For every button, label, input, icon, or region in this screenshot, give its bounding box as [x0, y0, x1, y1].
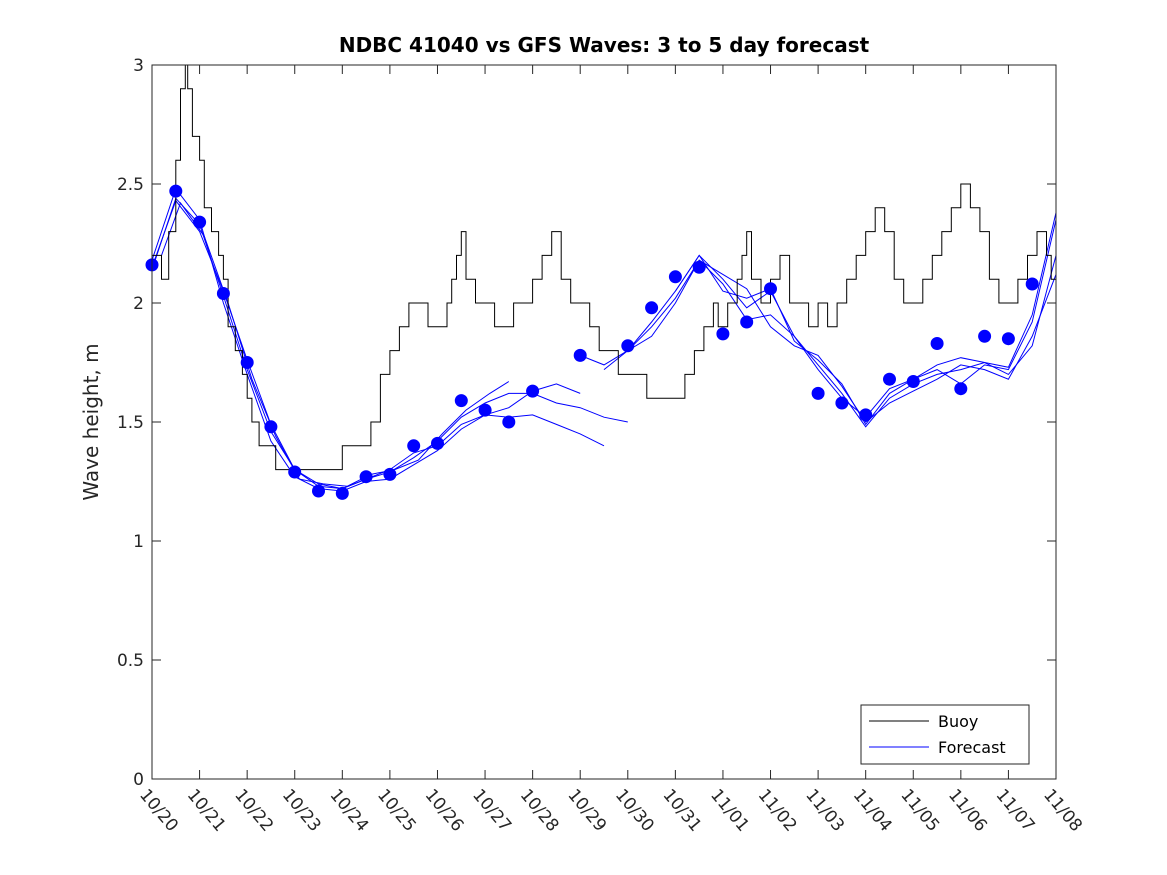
- forecast-line-4: [161, 201, 510, 487]
- forecast-marker: [312, 484, 325, 498]
- forecast-marker: [621, 339, 635, 353]
- forecast-line-6: [603, 255, 1057, 428]
- forecast-line-3: [151, 199, 605, 490]
- forecast-marker: [668, 270, 682, 284]
- forecast-marker: [240, 356, 254, 369]
- forecast-marker: [1001, 332, 1015, 346]
- forecast-marker: [930, 337, 944, 350]
- forecast-marker: [835, 396, 849, 410]
- forecast-marker: [216, 287, 230, 300]
- forecast-marker: [645, 301, 659, 315]
- legend: Buoy Forecast: [860, 704, 1030, 765]
- forecast-marker: [859, 408, 873, 422]
- forecast-marker: [288, 465, 302, 479]
- y-tick-label: 0: [133, 770, 144, 790]
- forecast-marker: [502, 415, 516, 429]
- forecast-marker: [454, 394, 468, 408]
- legend-box: [860, 704, 1030, 765]
- y-tick-label: 3: [133, 56, 144, 76]
- forecast-marker: [1025, 277, 1039, 291]
- plot-area: [152, 65, 1056, 779]
- y-tick-label: 2: [133, 294, 144, 314]
- y-tick-label: 0.5: [117, 651, 144, 671]
- y-tick-label: 1: [133, 532, 144, 552]
- chart-title: NDBC 41040 vs GFS Waves: 3 to 5 day fore…: [339, 33, 870, 57]
- forecast-marker: [478, 403, 492, 417]
- forecast-marker: [169, 184, 183, 198]
- y-axis-label: Wave height, m: [79, 343, 103, 500]
- forecast-marker: [716, 327, 730, 341]
- forecast-line-5: [580, 219, 1057, 418]
- y-tick-label: 2.5: [117, 175, 144, 195]
- forecast-marker: [906, 375, 920, 388]
- forecast-marker: [811, 386, 825, 400]
- legend-buoy-label: Buoy: [938, 712, 978, 731]
- forecast-marker: [764, 282, 777, 296]
- y-tick-label: 1.5: [117, 413, 144, 433]
- forecast-marker: [526, 384, 540, 398]
- forecast-marker: [193, 215, 207, 229]
- forecast-marker: [383, 467, 397, 481]
- forecast-line-8: [674, 212, 1057, 426]
- legend-forecast-label: Forecast: [938, 738, 1006, 757]
- forecast-marker: [978, 329, 992, 343]
- y-axis-ticks: 0 0.5 1 1.5 2 2.5 3: [117, 56, 1056, 790]
- forecast-marker: [883, 372, 896, 386]
- forecast-marker: [359, 470, 373, 484]
- buoy-series-line: [152, 64, 1057, 471]
- forecast-marker: [740, 315, 754, 329]
- forecast-line-7: [627, 259, 1057, 423]
- forecast-marker: [573, 348, 587, 362]
- forecast-markers: [145, 184, 1039, 500]
- forecast-marker: [335, 486, 349, 500]
- forecast-marker: [407, 439, 421, 453]
- forecast-marker: [431, 436, 444, 450]
- forecast-marker: [264, 420, 278, 434]
- forecast-marker: [954, 382, 968, 396]
- forecast-marker: [692, 260, 706, 274]
